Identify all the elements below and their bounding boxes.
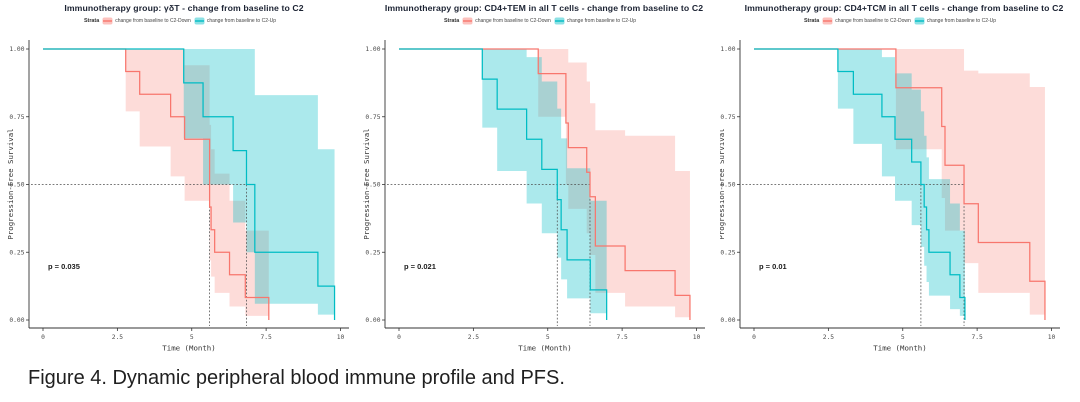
svg-text:Time (Month): Time (Month): [162, 344, 215, 353]
median-lines: [387, 184, 591, 326]
p-value-label: p = 0.01: [759, 262, 787, 271]
svg-text:7.5: 7.5: [616, 334, 628, 341]
legend-item-label: change from baseline to C2-Up: [206, 17, 277, 24]
svg-text:0: 0: [752, 334, 756, 341]
svg-text:1.00: 1.00: [9, 46, 24, 53]
svg-text:2.5: 2.5: [823, 334, 835, 341]
legend-item-up: change from baseline to C2-Up: [554, 17, 636, 25]
km-curve-up: [754, 48, 966, 320]
ci-band-down: [538, 49, 690, 320]
ci-band-up: [183, 49, 335, 320]
svg-text:0.50: 0.50: [365, 182, 380, 189]
legend-item-label: change from baseline to C2-Down: [115, 17, 191, 24]
panel-title-cd4-tcm: Immunotherapy group: CD4+TCM in all T ce…: [744, 3, 1064, 13]
svg-text:2.5: 2.5: [468, 334, 480, 341]
km-curve-down: [43, 48, 270, 320]
svg-text:0.75: 0.75: [365, 114, 380, 121]
ci-band-down: [895, 49, 1045, 320]
svg-text:10: 10: [693, 334, 701, 341]
svg-text:0.50: 0.50: [9, 182, 24, 189]
ci-band-up: [482, 49, 607, 320]
p-value-label: p = 0.035: [48, 262, 80, 271]
svg-text:0.75: 0.75: [9, 114, 24, 121]
km-panel-cd4-tem: 0 2.5 5 7.5 10 0.00 0.25 0.50 0.75 1.00 Time (Mont…: [360, 0, 720, 360]
km-curve-down: [399, 48, 691, 320]
svg-text:0.75: 0.75: [720, 114, 735, 121]
svg-text:5: 5: [901, 334, 905, 341]
svg-text:Progression-Free Survival: Progression-Free Survival: [362, 128, 371, 239]
km-plot-cd4-tcm: 0 2.5 5 7.5 10 0.00 0.25 0.50 0.75 1.00 Time (Mont…: [720, 40, 1060, 353]
svg-text:0.00: 0.00: [720, 317, 735, 324]
legend-item-down: change from baseline to C2-Down: [462, 17, 551, 25]
svg-text:Progression-Free Survival: Progression-Free Survival: [720, 128, 726, 239]
legend-swatch-down-icon: [822, 17, 833, 24]
legend-strata-label: Strata: [83, 17, 100, 24]
median-lines: [742, 184, 965, 326]
panel-title-cd4-tem: Immunotherapy group: CD4+TEM in all T ce…: [384, 3, 704, 13]
axes: 0 2.5 5 7.5 10 0.00 0.25 0.50 0.75 1.00 Time (Mont…: [720, 40, 1060, 353]
svg-text:0: 0: [41, 334, 45, 341]
svg-text:1.00: 1.00: [720, 46, 735, 53]
svg-text:Time (Month): Time (Month): [518, 344, 571, 353]
svg-text:5: 5: [546, 334, 550, 341]
legend-item-up: change from baseline to C2-Up: [914, 17, 996, 25]
svg-text:0.25: 0.25: [720, 249, 735, 256]
km-plot-cd4-tem: 0 2.5 5 7.5 10 0.00 0.25 0.50 0.75 1.00 Time (Mont…: [362, 40, 705, 353]
svg-text:0.50: 0.50: [720, 182, 735, 189]
km-panel-cd4-tcm: 0 2.5 5 7.5 10 0.00 0.25 0.50 0.75 1.00 Time (Mont…: [720, 0, 1080, 360]
p-value-label: p = 0.021: [404, 262, 436, 271]
svg-text:0.25: 0.25: [365, 249, 380, 256]
svg-text:5: 5: [190, 334, 194, 341]
km-panel-gdt: 0 2.5 5 7.5 10 0.00 0.25 0.50 0.75 1.00 Time (Mont…: [0, 0, 360, 360]
legend-item-label: change from baseline to C2-Up: [926, 17, 997, 24]
legend-item-label: change from baseline to C2-Up: [566, 17, 637, 24]
legend-swatch-down-icon: [462, 17, 473, 24]
legend-strata-label: Strata: [803, 17, 820, 24]
svg-text:0.25: 0.25: [9, 249, 24, 256]
legend-swatch-down-icon: [102, 17, 113, 24]
panel-title-gdt: Immunotherapy group: γδT - change from b…: [64, 3, 304, 13]
strata-legend: Strata change from baseline to C2-Down cha…: [720, 16, 1080, 26]
km-plot-gdt: 0 2.5 5 7.5 10 0.00 0.25 0.50 0.75 1.00 Time (Mont…: [6, 40, 349, 353]
legend-item-up: change from baseline to C2-Up: [194, 17, 276, 25]
legend-strata-label: Strata: [443, 17, 460, 24]
legend-item-down: change from baseline to C2-Down: [822, 17, 911, 25]
strata-legend: Strata change from baseline to C2-Down cha…: [360, 16, 720, 26]
svg-text:0.00: 0.00: [9, 317, 24, 324]
figure-caption: Figure 4. Dynamic peripheral blood immun…: [28, 367, 565, 389]
legend-swatch-up-icon: [914, 17, 925, 24]
strata-legend: Strata change from baseline to C2-Down cha…: [0, 16, 360, 26]
axes: 0 2.5 5 7.5 10 0.00 0.25 0.50 0.75 1.00 Time (Mont…: [6, 40, 349, 353]
svg-text:1.00: 1.00: [365, 46, 380, 53]
legend-swatch-up-icon: [194, 17, 205, 24]
legend-item-label: change from baseline to C2-Down: [475, 17, 551, 24]
legend-item-down: change from baseline to C2-Down: [102, 17, 191, 25]
svg-text:7.5: 7.5: [971, 334, 983, 341]
svg-text:2.5: 2.5: [112, 334, 124, 341]
svg-text:10: 10: [337, 334, 345, 341]
legend-item-label: change from baseline to C2-Down: [835, 17, 911, 24]
svg-text:Time (Month): Time (Month): [873, 344, 926, 353]
km-curve-down: [754, 48, 1046, 320]
km-curve-up: [399, 48, 608, 320]
svg-text:10: 10: [1048, 334, 1056, 341]
legend-swatch-up-icon: [554, 17, 565, 24]
axes: 0 2.5 5 7.5 10 0.00 0.25 0.50 0.75 1.00 Time (Mont…: [362, 40, 705, 353]
svg-text:0.00: 0.00: [365, 317, 380, 324]
km-curve-up: [43, 48, 336, 320]
svg-text:Progression-Free Survival: Progression-Free Survival: [6, 128, 15, 239]
svg-text:0: 0: [397, 334, 401, 341]
svg-text:7.5: 7.5: [260, 334, 272, 341]
